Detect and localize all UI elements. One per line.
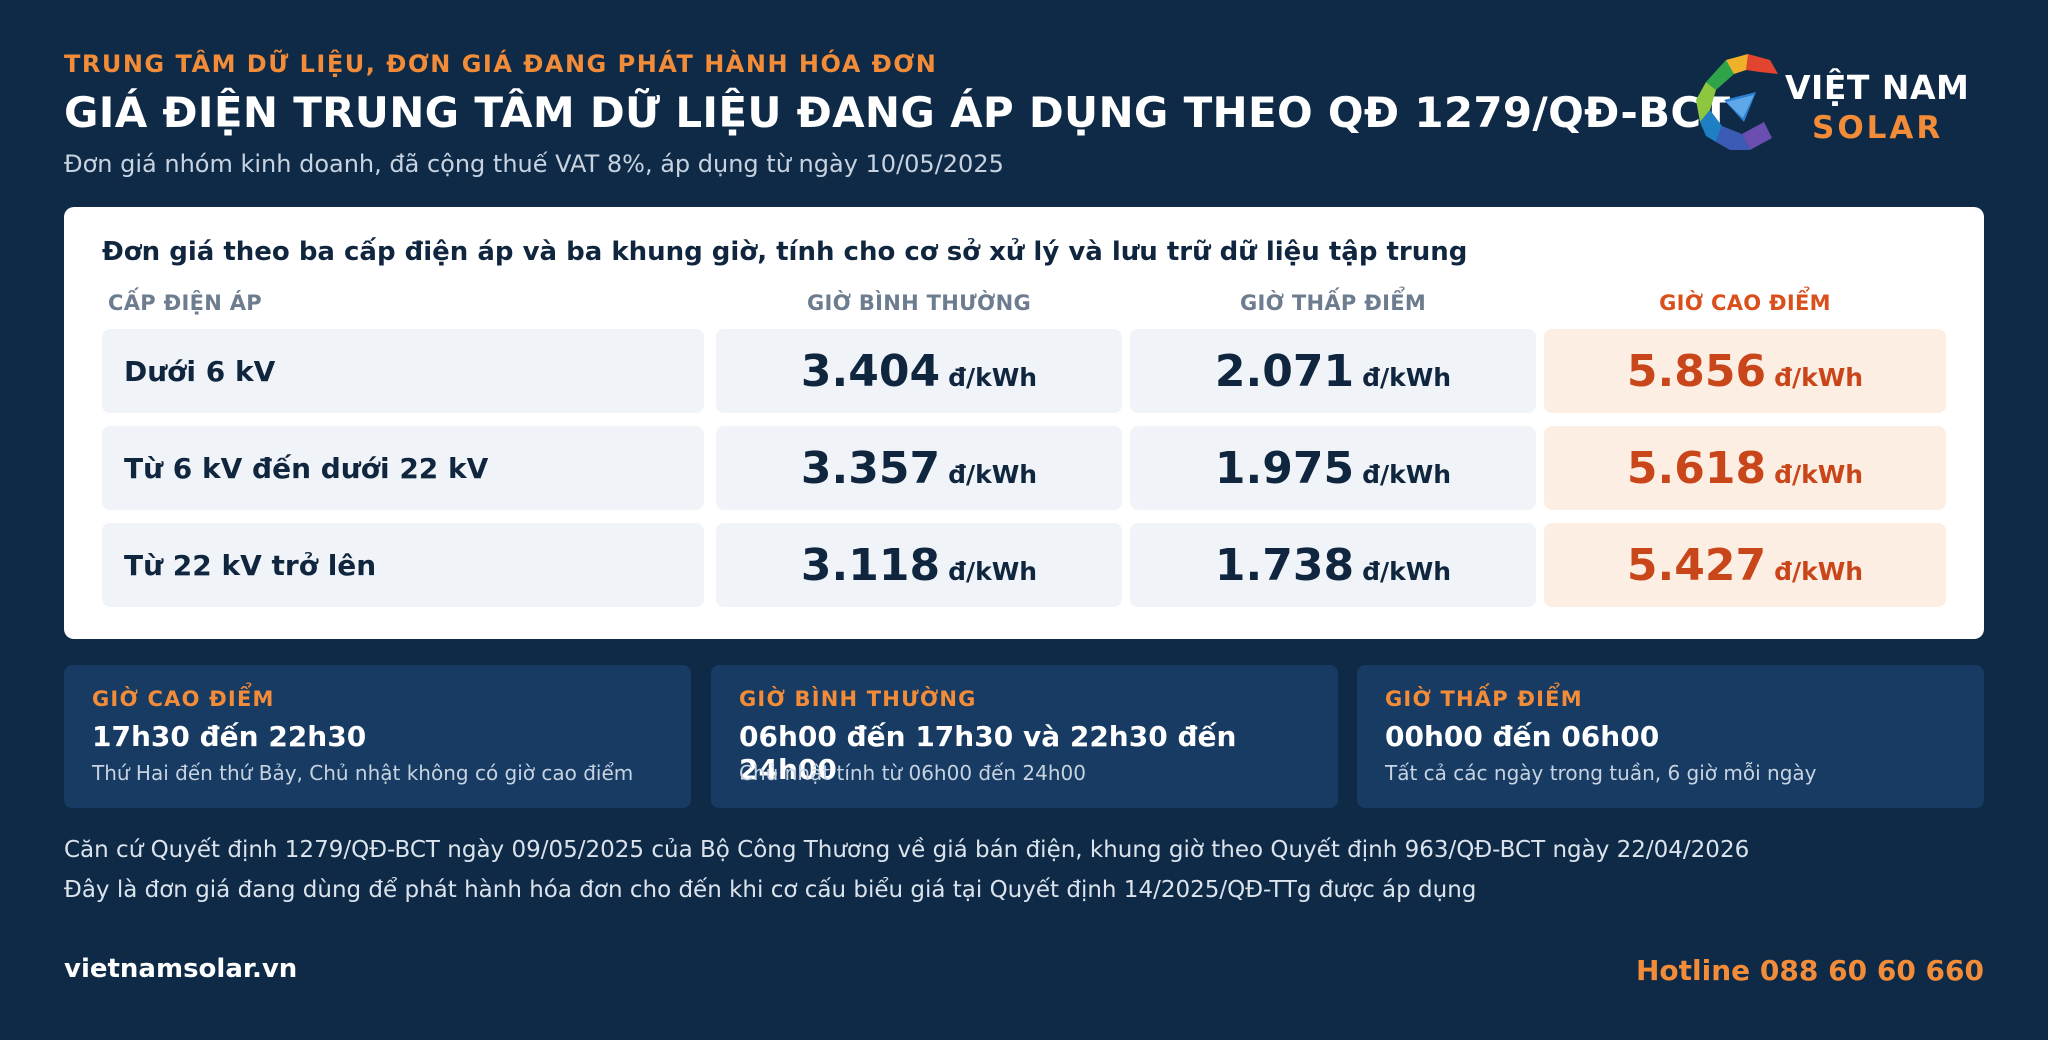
logo-text-primary: VIỆT NAM [1785,68,1970,107]
price-table-card: Đơn giá theo ba cấp điện áp và ba khung … [64,207,1984,639]
price-value: 5.856 [1626,345,1767,397]
row-label-text: Từ 6 kV đến dưới 22 kV [124,451,489,485]
price-cell-peak: 5.618 đ/kWh [1544,426,1946,510]
time-box-note: Tất cả các ngày trong tuần, 6 giờ mỗi ng… [1385,761,1817,785]
price-value: 1.738 [1214,539,1355,591]
price-value: 3.118 [800,539,941,591]
price-cell-peak: 5.856 đ/kWh [1544,329,1946,413]
table-row-label: Dưới 6 kV [102,329,704,413]
price-unit: đ/kWh [1362,362,1452,392]
time-box-kicker: GIỜ THẤP ĐIỂM [1385,687,1583,711]
price-value: 3.404 [800,345,941,397]
price-cell-normal: 3.404 đ/kWh [716,329,1122,413]
table-title: Đơn giá theo ba cấp điện áp và ba khung … [102,237,1468,267]
price-value: 5.427 [1626,539,1767,591]
time-box-hours: 00h00 đến 06h00 [1385,720,1660,753]
price-cell-peak: 5.427 đ/kWh [1544,523,1946,607]
header-voltage: CẤP ĐIỆN ÁP [108,291,262,315]
time-box-kicker: GIỜ BÌNH THƯỜNG [739,687,977,711]
website-link[interactable]: vietnamsolar.vn [64,954,298,984]
page-title: GIÁ ĐIỆN TRUNG TÂM DỮ LIỆU ĐANG ÁP DỤNG … [64,88,1731,137]
row-label-text: Từ 22 kV trở lên [124,548,377,582]
price-cell-offpeak: 1.738 đ/kWh [1130,523,1536,607]
header-offpeak: GIỜ THẤP ĐIỂM [1239,291,1427,315]
footnote-billing: Đây là đơn giá đang dùng để phát hành hó… [64,877,1477,903]
vietnam-solar-logo-icon [1696,54,1778,150]
row-label-text: Dưới 6 kV [124,354,276,388]
time-box-hours: 17h30 đến 22h30 [92,720,367,753]
price-unit: đ/kWh [1362,459,1452,489]
time-box-note: Chủ nhật tính từ 06h00 đến 24h00 [739,761,1087,785]
price-cell-normal: 3.118 đ/kWh [716,523,1122,607]
logo-text-secondary: SOLAR [1812,110,1944,146]
price-value: 1.975 [1214,442,1355,494]
price-unit: đ/kWh [948,362,1038,392]
time-box-note: Thứ Hai đến thứ Bảy, Chủ nhật không có g… [92,761,634,785]
price-value: 2.071 [1214,345,1355,397]
time-box-peak: GIỜ CAO ĐIỂM 17h30 đến 22h30 Thứ Hai đến… [64,665,691,808]
price-value: 3.357 [800,442,941,494]
table-row-label: Từ 6 kV đến dưới 22 kV [102,426,704,510]
price-unit: đ/kWh [1774,362,1864,392]
time-box-normal: GIỜ BÌNH THƯỜNG 06h00 đến 17h30 và 22h30… [711,665,1338,808]
price-cell-offpeak: 1.975 đ/kWh [1130,426,1536,510]
price-cell-offpeak: 2.071 đ/kWh [1130,329,1536,413]
time-box-kicker: GIỜ CAO ĐIỂM [92,687,275,711]
price-unit: đ/kWh [1774,459,1864,489]
price-unit: đ/kWh [1774,556,1864,586]
hotline-text[interactable]: Hotline 088 60 60 660 [1636,954,1984,987]
price-unit: đ/kWh [948,556,1038,586]
page-subtitle: Đơn giá nhóm kinh doanh, đã cộng thuế VA… [64,150,1004,178]
price-unit: đ/kWh [1362,556,1452,586]
header-peak: GIỜ CAO ĐIỂM [1659,291,1831,315]
time-box-hours: 06h00 đến 17h30 và 22h30 đến 24h00 [739,720,1237,786]
price-value: 5.618 [1626,442,1767,494]
price-cell-normal: 3.357 đ/kWh [716,426,1122,510]
time-box-offpeak: GIỜ THẤP ĐIỂM 00h00 đến 06h00 Tất cả các… [1357,665,1984,808]
header-kicker: TRUNG TÂM DỮ LIỆU, ĐƠN GIÁ ĐANG PHÁT HÀN… [64,50,938,78]
footnote-legal-basis: Căn cứ Quyết định 1279/QĐ-BCT ngày 09/05… [64,837,1750,863]
price-unit: đ/kWh [948,459,1038,489]
table-row-label: Từ 22 kV trở lên [102,523,704,607]
header-normal: GIỜ BÌNH THƯỜNG [806,291,1032,315]
